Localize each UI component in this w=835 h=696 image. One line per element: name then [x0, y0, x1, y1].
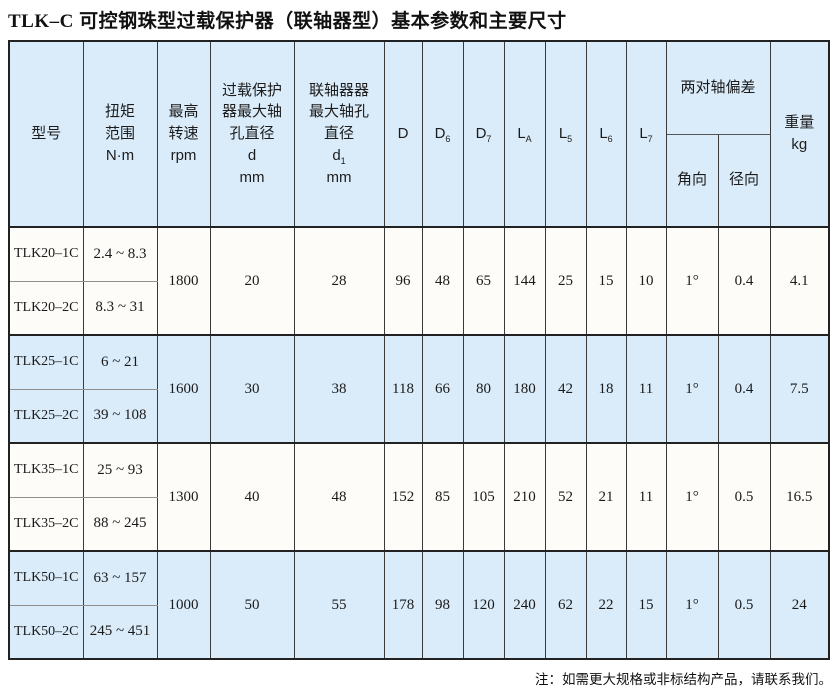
dim-D7-cell: 65	[462, 226, 505, 335]
col-header-bore-d: 过载保护 器最大轴 孔直径 d mm	[209, 41, 295, 227]
torque-cell: 39 ~ 108	[82, 389, 158, 443]
col-header-radial: 径向	[717, 134, 771, 227]
footer-note: 注：如需更大规格或非标结构产品，请联系我们。	[535, 672, 832, 687]
col-header-LA: LA	[503, 41, 546, 227]
table-row: TLK50–2C 245 ~ 451	[8, 605, 829, 659]
dim-L7-cell: 11	[625, 334, 667, 443]
col-header-L7: L7	[625, 41, 667, 227]
dim-D6-cell: 98	[421, 550, 464, 659]
col-header-torque: 扭矩 范围 N·m	[82, 41, 158, 227]
dim-D-cell: 152	[383, 442, 423, 551]
dim-D-cell: 118	[383, 334, 423, 443]
radial-cell: 0.5	[717, 442, 771, 551]
speed-cell: 1600	[156, 334, 211, 443]
col-header-L5: L5	[544, 41, 587, 227]
angular-cell: 1°	[665, 550, 719, 659]
model-cell: TLK35–2C	[8, 497, 84, 551]
col-header-D6: D6	[421, 41, 464, 227]
dim-LA-cell: 180	[503, 334, 546, 443]
col-header-D: D	[383, 41, 423, 227]
table-row: TLK25–2C 39 ~ 108	[8, 389, 829, 443]
radial-cell: 0.4	[717, 226, 771, 335]
weight-cell: 7.5	[769, 334, 830, 443]
page-title: TLK–C 可控钢珠型过载保护器（联轴器型）基本参数和主要尺寸	[8, 11, 567, 32]
dim-L6-cell: 22	[585, 550, 627, 659]
dim-L7-cell: 15	[625, 550, 667, 659]
col-header-angular: 角向	[665, 134, 719, 227]
torque-cell: 63 ~ 157	[82, 550, 158, 606]
bore-d-cell: 20	[209, 226, 295, 335]
model-cell: TLK50–1C	[8, 550, 84, 606]
col-header-speed: 最高 转速 rpm	[156, 41, 211, 227]
dim-LA-cell: 240	[503, 550, 546, 659]
dim-L5-cell: 25	[544, 226, 587, 335]
angular-cell: 1°	[665, 334, 719, 443]
model-cell: TLK35–1C	[8, 442, 84, 498]
table-row: TLK25–1C 6 ~ 21 1600 30 38 118 66 80 180…	[8, 334, 830, 443]
dim-L6-cell: 21	[585, 442, 627, 551]
dim-D6-cell: 48	[421, 226, 464, 335]
col-header-model: 型号	[8, 41, 84, 227]
table-row: TLK35–2C 88 ~ 245	[8, 497, 829, 551]
bore-d-cell: 30	[209, 334, 295, 443]
torque-cell: 88 ~ 245	[82, 497, 158, 551]
bore-d-cell: 50	[209, 550, 295, 659]
dim-L5-cell: 52	[544, 442, 587, 551]
dim-LA-cell: 144	[503, 226, 546, 335]
dim-D-cell: 178	[383, 550, 423, 659]
table-row: TLK20–2C 8.3 ~ 31	[8, 281, 829, 335]
col-header-coupling-d1: 联轴器器 最大轴孔 直径 d1 mm	[293, 41, 385, 227]
speed-cell: 1000	[156, 550, 211, 659]
radial-cell: 0.5	[717, 550, 771, 659]
coupling-d1-cell: 38	[293, 334, 385, 443]
dim-D6-cell: 85	[421, 442, 464, 551]
model-cell: TLK20–2C	[8, 281, 84, 335]
model-cell: TLK20–1C	[8, 226, 84, 282]
dim-LA-cell: 210	[503, 442, 546, 551]
dim-L5-cell: 42	[544, 334, 587, 443]
dim-D-cell: 96	[383, 226, 423, 335]
torque-cell: 245 ~ 451	[82, 605, 158, 659]
torque-cell: 2.4 ~ 8.3	[82, 226, 158, 282]
coupling-d1-cell: 28	[293, 226, 385, 335]
torque-cell: 6 ~ 21	[82, 334, 158, 390]
table-row: TLK50–1C 63 ~ 157 1000 50 55 178 98 120 …	[8, 550, 830, 659]
weight-cell: 16.5	[769, 442, 830, 551]
dim-L5-cell: 62	[544, 550, 587, 659]
radial-cell: 0.4	[717, 334, 771, 443]
coupling-d1-cell: 48	[293, 442, 385, 551]
dim-L7-cell: 11	[625, 442, 667, 551]
col-header-L6: L6	[585, 41, 627, 227]
angular-cell: 1°	[665, 226, 719, 335]
angular-cell: 1°	[665, 442, 719, 551]
coupling-d1-cell: 55	[293, 550, 385, 659]
dim-D6-cell: 66	[421, 334, 464, 443]
model-cell: TLK50–2C	[8, 605, 84, 659]
dim-L7-cell: 10	[625, 226, 667, 335]
table-row: TLK20–1C 2.4 ~ 8.3 1800 20 28 96 48 65 1…	[8, 226, 830, 335]
col-header-weight: 重量 kg	[769, 41, 830, 227]
dim-D7-cell: 105	[462, 442, 505, 551]
model-cell: TLK25–1C	[8, 334, 84, 390]
torque-cell: 25 ~ 93	[82, 442, 158, 498]
weight-cell: 4.1	[769, 226, 830, 335]
model-cell: TLK25–2C	[8, 389, 84, 443]
dim-L6-cell: 15	[585, 226, 627, 335]
dim-D7-cell: 80	[462, 334, 505, 443]
torque-cell: 8.3 ~ 31	[82, 281, 158, 335]
col-header-D7: D7	[462, 41, 505, 227]
speed-cell: 1300	[156, 442, 211, 551]
weight-cell: 24	[769, 550, 830, 659]
col-header-deviation-group: 两对轴偏差	[665, 41, 771, 135]
bore-d-cell: 40	[209, 442, 295, 551]
dim-L6-cell: 18	[585, 334, 627, 443]
dim-D7-cell: 120	[462, 550, 505, 659]
speed-cell: 1800	[156, 226, 211, 335]
table-row: TLK35–1C 25 ~ 93 1300 40 48 152 85 105 2…	[8, 442, 830, 551]
spec-table: 型号 扭矩 范围 N·m 最高 转速 rpm 过载保护 器最大轴 孔直径 d m…	[8, 40, 831, 660]
